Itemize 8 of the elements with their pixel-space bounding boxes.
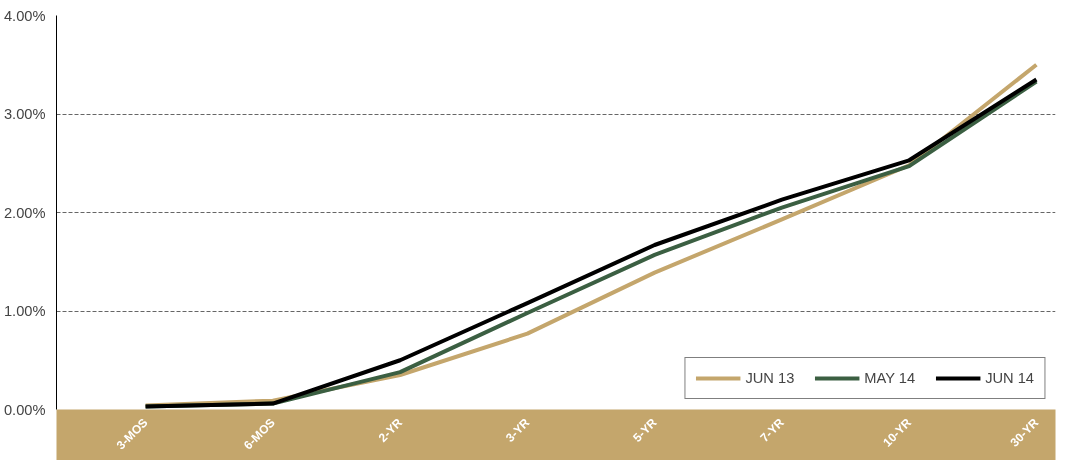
y-tick-label: 4.00%	[3, 7, 46, 24]
y-tick-label: 1.00%	[3, 303, 46, 319]
legend-label: JUN 13	[745, 370, 795, 386]
y-tick-label: 0.00%	[3, 401, 46, 418]
y-tick-label: 2.00%	[3, 204, 46, 221]
legend-label: JUN 14	[985, 370, 1034, 386]
legend-label: MAY 14	[864, 370, 916, 386]
y-tick-label: 3.00%	[3, 106, 46, 122]
